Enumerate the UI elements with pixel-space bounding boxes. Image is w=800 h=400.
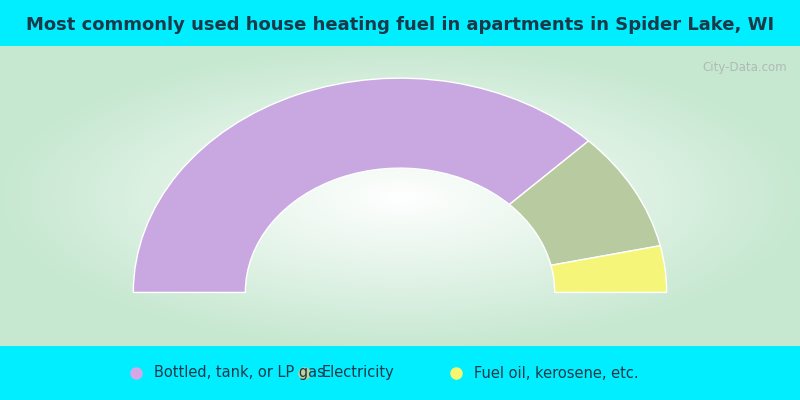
Wedge shape (551, 246, 666, 292)
Wedge shape (134, 78, 589, 292)
Wedge shape (510, 141, 660, 265)
Text: Electricity: Electricity (322, 366, 394, 380)
Text: Fuel oil, kerosene, etc.: Fuel oil, kerosene, etc. (474, 366, 638, 380)
Text: Bottled, tank, or LP gas: Bottled, tank, or LP gas (154, 366, 325, 380)
Text: City-Data.com: City-Data.com (702, 61, 786, 74)
Text: Most commonly used house heating fuel in apartments in Spider Lake, WI: Most commonly used house heating fuel in… (26, 16, 774, 34)
